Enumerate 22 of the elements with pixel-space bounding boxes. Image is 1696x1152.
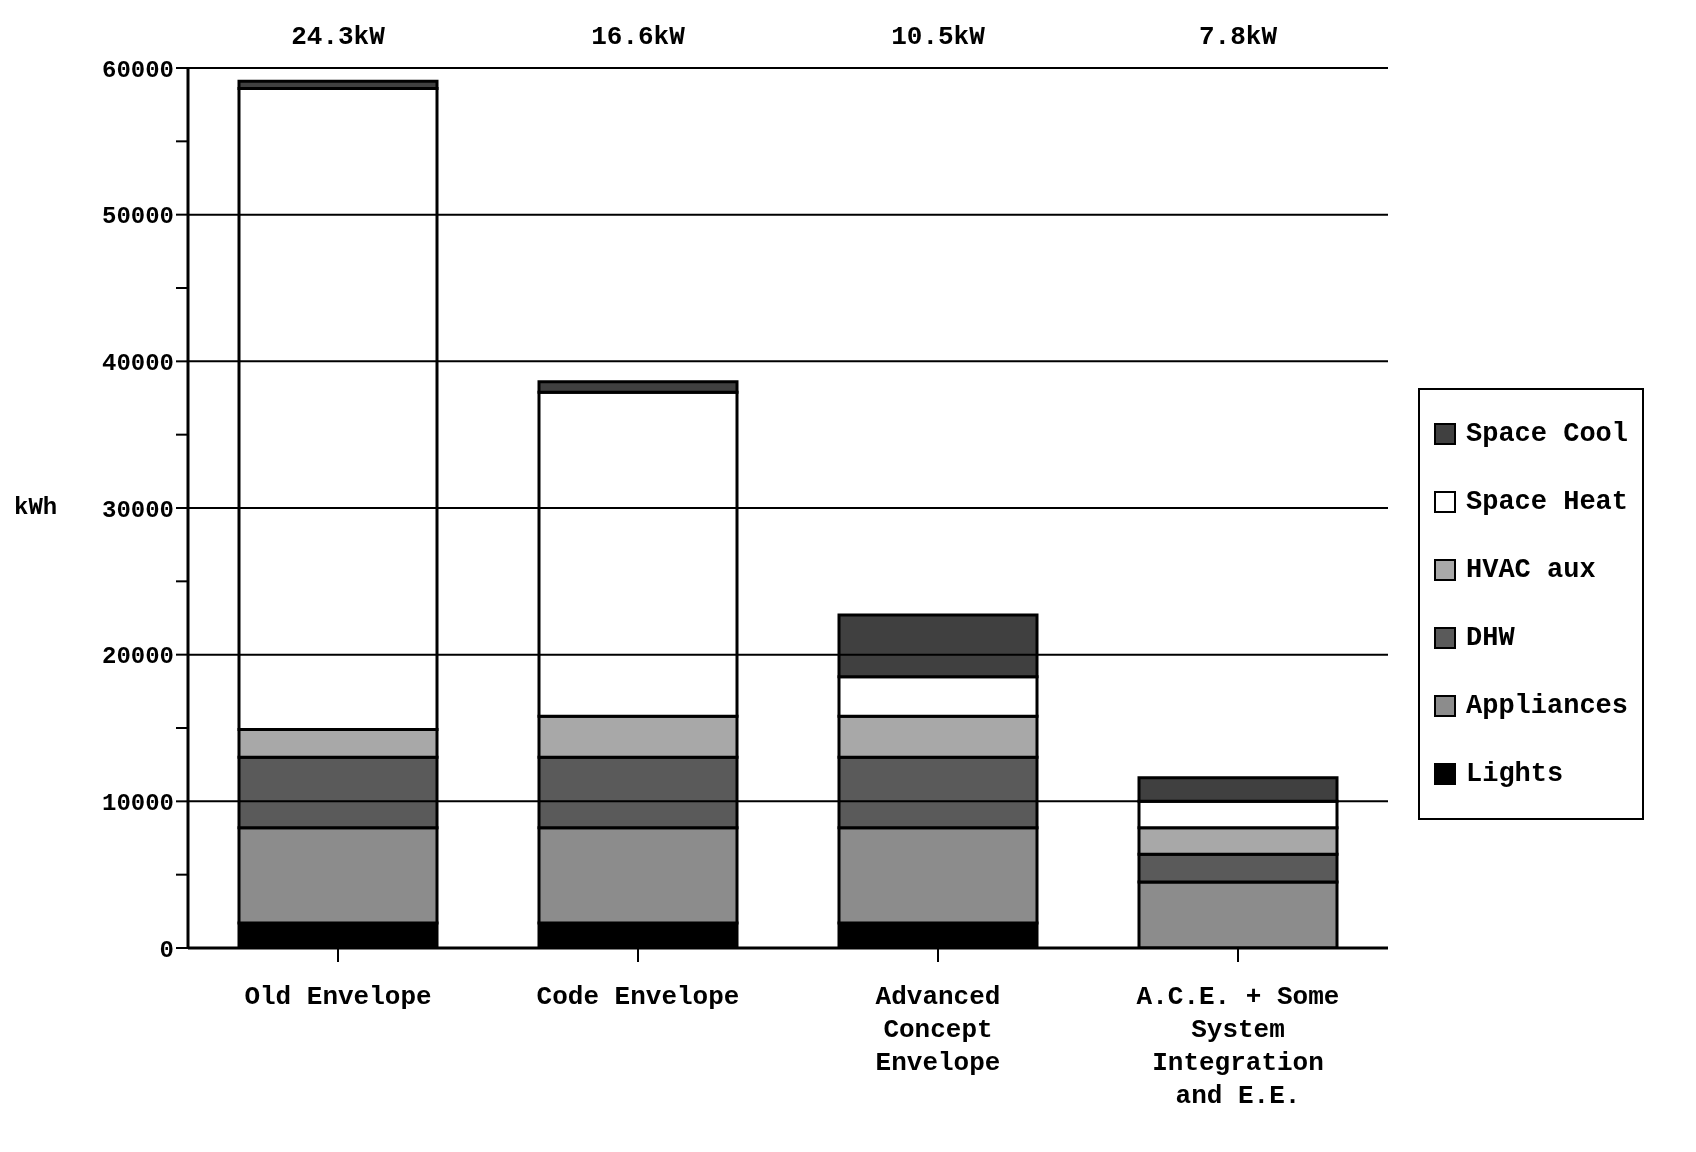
- x-tick-label: Code Envelope: [536, 982, 740, 1012]
- x-tick-label: A.C.E. + Some System Integration and E.E.: [1136, 982, 1340, 1111]
- y-tick-label: 10000: [101, 789, 174, 817]
- y-tick-label: 0: [159, 936, 174, 964]
- y-tick-label: 60000: [101, 56, 174, 84]
- y-axis-title: kWh: [14, 494, 58, 521]
- legend-label: Lights: [1466, 759, 1564, 789]
- y-tick-label: 50000: [101, 203, 174, 231]
- y-tick-label: 30000: [101, 496, 174, 524]
- text: 16.6kW: [591, 22, 685, 52]
- y-tick-label: 40000: [101, 349, 174, 377]
- x-tick-label: Advanced Concept Envelope: [875, 982, 1001, 1078]
- x-tick-label: Old Envelope: [244, 982, 432, 1012]
- text: 7.8kW: [1198, 22, 1278, 52]
- legend-label: DHW: [1466, 623, 1515, 653]
- text: 10.5kW: [891, 22, 985, 52]
- legend-label: HVAC aux: [1466, 555, 1596, 585]
- text: 24.3kW: [291, 22, 385, 52]
- legend-label: Space Heat: [1466, 487, 1629, 517]
- legend-label: Appliances: [1466, 691, 1629, 721]
- legend-label: Space Cool: [1466, 419, 1629, 449]
- y-tick-label: 20000: [101, 643, 174, 671]
